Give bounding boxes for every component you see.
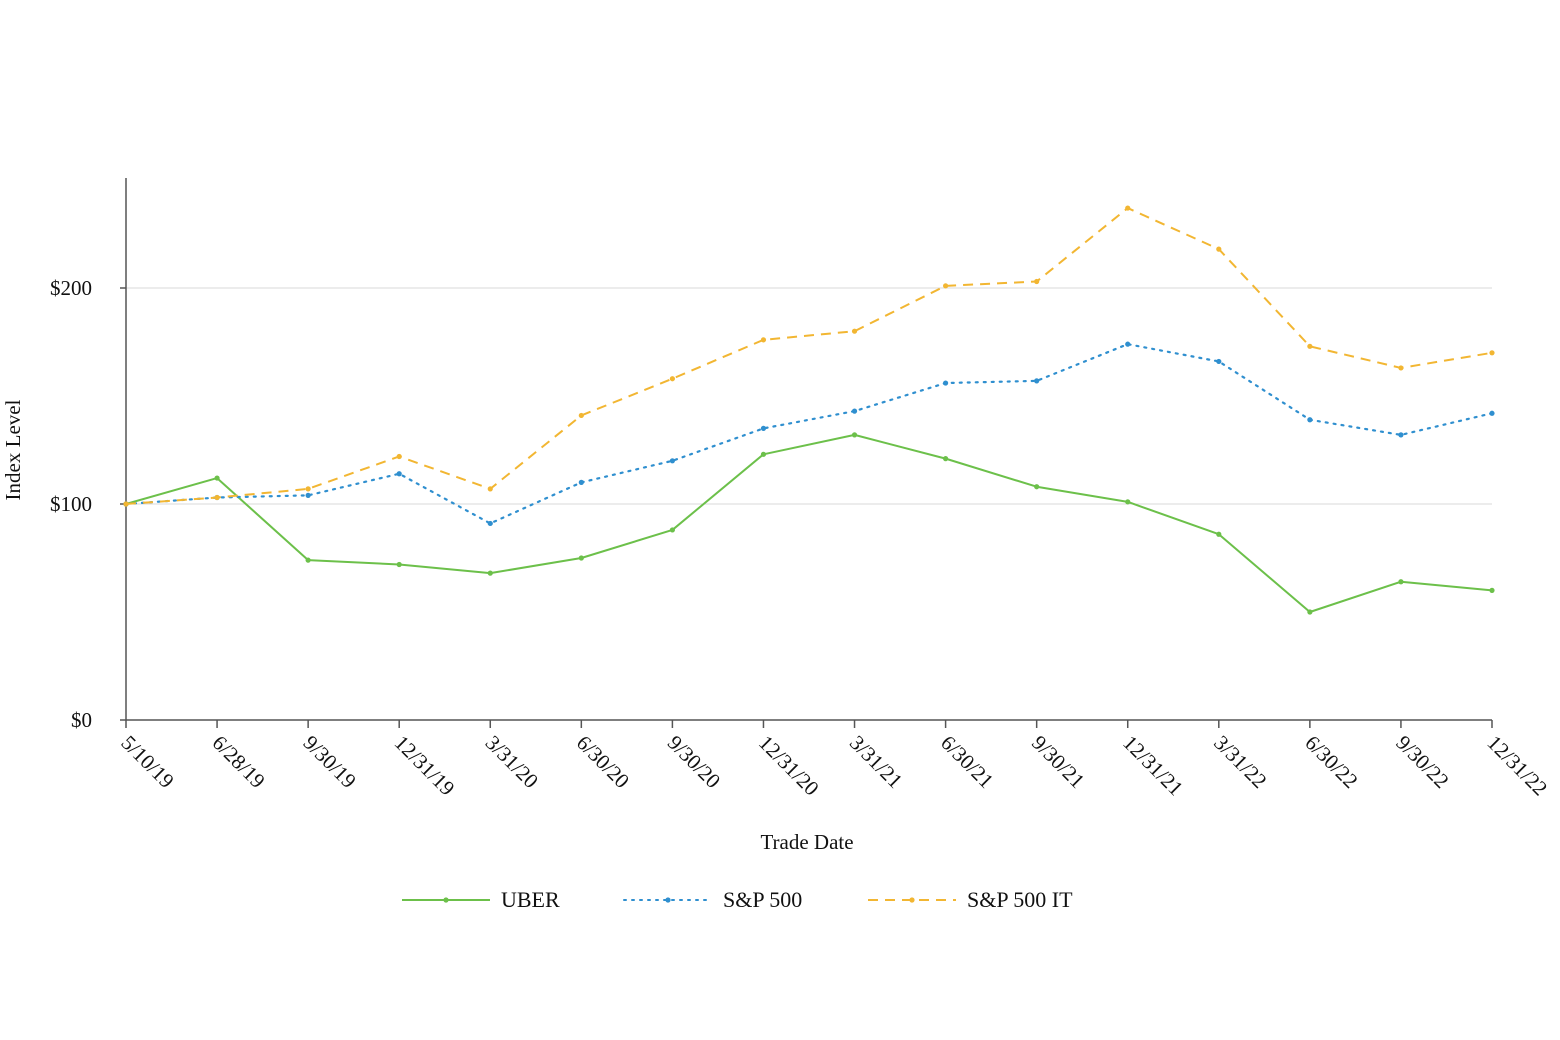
- series-line: [124, 343, 1494, 525]
- series-2: [123, 205, 1495, 507]
- data-point: [1489, 350, 1495, 356]
- x-tick-label: 9/30/20: [663, 731, 725, 793]
- data-point: [1307, 343, 1313, 349]
- data-point: [943, 456, 949, 462]
- data-point: [1216, 531, 1222, 537]
- legend-item: UBER: [402, 887, 560, 912]
- data-point: [305, 557, 311, 563]
- data-point: [1125, 499, 1131, 505]
- legend-item: S&P 500 IT: [868, 887, 1073, 912]
- x-tick-label: 5/10/19: [116, 731, 178, 793]
- data-point: [578, 555, 584, 561]
- legend: UBER S&P 500 S&P 500 IT: [402, 887, 1073, 912]
- y-axis-title: Index Level: [1, 399, 25, 500]
- data-point: [669, 458, 676, 464]
- x-tick-label: 3/31/22: [1209, 731, 1271, 793]
- data-point: [305, 486, 311, 492]
- data-point: [943, 380, 949, 386]
- data-point: [1034, 378, 1040, 384]
- data-point: [1216, 358, 1222, 365]
- data-point: [760, 451, 767, 457]
- x-tick-label: 12/31/21: [1118, 731, 1188, 801]
- series-0: [123, 432, 1495, 615]
- y-tick-label: $100: [50, 492, 92, 516]
- x-tick-label: 9/30/22: [1391, 731, 1453, 793]
- data-point: [851, 408, 858, 414]
- series-line: [125, 433, 1493, 613]
- data-point: [1489, 410, 1495, 416]
- x-tick-label: 12/31/20: [754, 731, 824, 801]
- data-point: [1125, 341, 1131, 347]
- data-point: [1034, 278, 1040, 285]
- series-line: [125, 207, 1493, 505]
- data-point: [396, 561, 402, 568]
- x-tick-label: 12/31/22: [1482, 731, 1552, 801]
- x-tick-label: 12/31/19: [390, 731, 460, 801]
- data-point: [1398, 432, 1404, 438]
- x-axis-title: Trade Date: [760, 830, 853, 854]
- data-point: [487, 570, 493, 576]
- x-tick-label: 9/30/21: [1027, 731, 1089, 793]
- data-point: [396, 453, 402, 460]
- data-point: [760, 425, 767, 431]
- x-tick-label: 6/28/19: [208, 731, 270, 793]
- x-tick-label: 9/30/19: [299, 731, 361, 793]
- y-tick-label: $200: [50, 276, 92, 300]
- y-axis-ticks: $0 $100 $200: [50, 276, 126, 732]
- data-point: [214, 494, 220, 501]
- data-point: [1125, 205, 1131, 211]
- legend-marker: [665, 897, 671, 903]
- data-point: [1398, 579, 1404, 585]
- data-point: [123, 501, 129, 507]
- data-point: [1034, 484, 1040, 490]
- data-point: [943, 283, 949, 289]
- y-tick-label: $0: [71, 708, 92, 732]
- data-point: [214, 475, 220, 481]
- data-point: [1307, 609, 1313, 615]
- data-point: [578, 479, 584, 485]
- data-point: [1489, 587, 1495, 594]
- data-point: [1307, 417, 1313, 423]
- x-axis-ticks: 5/10/19 6/28/19 9/30/19 12/31/19 3/31/20 6/30…: [116, 720, 1552, 800]
- data-point: [578, 412, 584, 419]
- x-tick-label: 6/30/20: [572, 731, 634, 793]
- series-1: [123, 341, 1495, 527]
- x-tick-label: 6/30/21: [936, 731, 998, 793]
- series-layer: [123, 205, 1495, 615]
- legend-label: S&P 500: [723, 887, 802, 912]
- legend-marker: [443, 897, 449, 903]
- gridlines: [126, 287, 1492, 505]
- x-tick-label: 3/31/20: [481, 731, 543, 793]
- legend-label: S&P 500 IT: [967, 887, 1073, 912]
- data-point: [760, 337, 767, 343]
- legend-label: UBER: [501, 887, 560, 912]
- data-point: [396, 471, 402, 477]
- data-point: [487, 520, 493, 527]
- data-point: [1216, 246, 1222, 252]
- data-point: [851, 432, 858, 438]
- x-tick-label: 6/30/22: [1300, 731, 1362, 793]
- data-point: [305, 492, 311, 498]
- x-tick-label: 3/31/21: [845, 731, 907, 793]
- data-point: [669, 376, 676, 382]
- data-point: [487, 486, 493, 492]
- legend-marker: [909, 897, 915, 903]
- data-point: [851, 328, 858, 334]
- data-point: [1398, 365, 1404, 371]
- legend-item: S&P 500: [623, 887, 802, 912]
- data-point: [669, 527, 676, 533]
